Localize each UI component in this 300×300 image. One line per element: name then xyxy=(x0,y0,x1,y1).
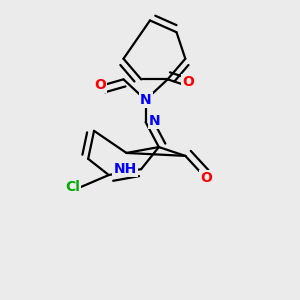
Text: Cl: Cl xyxy=(65,180,80,194)
Text: O: O xyxy=(94,78,106,92)
Text: NH: NH xyxy=(113,162,136,176)
Text: N: N xyxy=(140,93,152,107)
Text: O: O xyxy=(200,171,212,185)
Text: N: N xyxy=(149,114,161,128)
Text: O: O xyxy=(182,75,194,89)
